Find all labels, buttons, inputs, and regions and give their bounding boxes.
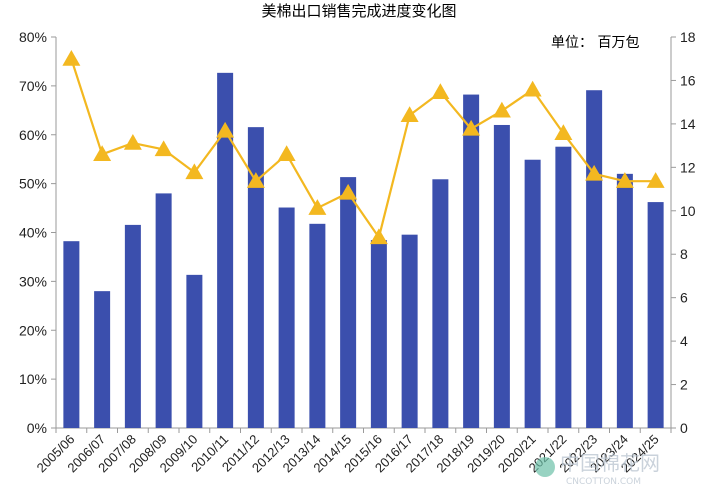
right-tick-label: 4 [680,333,688,349]
line-marker [646,172,665,188]
bar [217,72,234,428]
bar [647,202,664,428]
unit-label: 单位： 百万包 [551,35,639,51]
bar [555,146,572,429]
line-marker [308,199,327,215]
line-marker [216,121,235,138]
chart-title: 美棉出口销售完成进度变化图 [261,2,456,20]
watermark-logo-icon [535,457,555,477]
line-marker [554,124,573,141]
line-marker [62,49,81,66]
watermark-subtext: CNCOTTON.COM [566,477,641,487]
line-marker [246,172,265,188]
bar [370,240,387,428]
line-marker [523,80,542,97]
bar [340,177,357,428]
line-marker [462,119,481,136]
bar [586,90,603,428]
line-marker [185,163,204,180]
right-tick-label: 16 [680,72,696,88]
line-marker [615,172,634,188]
left-tick-label: 60% [19,127,47,143]
plot-area: 0% 10% 20% 30% 40% 50% 60% 70% 80% 0 2 4 6 8 10 12 14 16 1… [19,29,696,475]
line-marker [154,140,173,157]
right-tick-label: 0 [680,420,688,436]
watermark: 中国棉花网 CNCOTTON.COM [535,451,660,487]
bar [493,124,510,428]
line-marker [123,134,142,150]
right-tick-label: 10 [680,203,696,219]
bar [155,193,172,428]
line-marker [93,145,112,162]
bar [616,173,633,428]
left-tick-label: 40% [19,225,47,241]
line-marker [400,106,419,122]
left-tick-label: 30% [19,273,47,289]
bar [401,234,418,428]
bar [432,179,449,428]
line-marker [492,101,511,118]
right-tick-label: 2 [680,377,688,393]
right-tick-label: 6 [680,290,688,306]
bar [309,223,326,428]
bar [278,207,295,428]
line-marker [431,83,450,99]
right-tick-label: 14 [680,116,696,132]
left-tick-label: 10% [19,371,47,387]
left-tick-label: 50% [19,176,47,192]
line-marker [277,145,296,162]
bar [63,241,80,428]
left-tick-label: 20% [19,322,47,338]
bar [94,291,111,428]
left-tick-label: 0% [27,420,47,436]
line-marker [339,183,358,200]
right-tick-label: 18 [680,29,696,45]
line-marker [585,164,604,181]
right-tick-label: 8 [680,246,688,262]
bar [124,224,141,428]
bar [186,274,203,428]
left-tick-label: 80% [19,29,47,45]
right-tick-label: 12 [680,159,696,175]
left-tick-label: 70% [19,78,47,94]
bar [247,127,264,429]
line-marker [369,228,388,245]
bar [524,159,541,428]
bar [463,94,480,428]
watermark-text: 中国棉花网 [560,451,660,475]
